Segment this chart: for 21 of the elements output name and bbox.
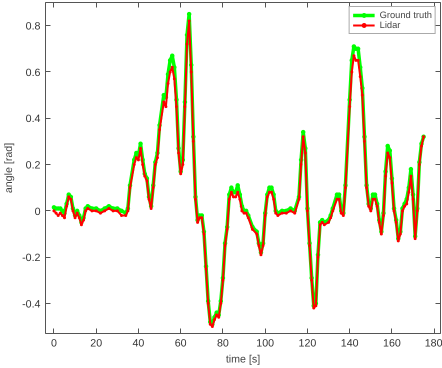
x-tick-label: 80 [217, 338, 229, 350]
x-tick-label: 180 [424, 338, 442, 350]
y-tick-label: 0.2 [26, 160, 41, 172]
x-tick-label: 140 [340, 338, 359, 350]
legend-label: Ground truth [380, 10, 432, 20]
y-axis-title: angle [rad] [3, 142, 16, 194]
x-tick-label: 0 [50, 338, 57, 350]
y-tick-label: -0.2 [22, 252, 41, 264]
y-tick-label: 0.4 [26, 113, 41, 126]
x-tick-label: 40 [132, 338, 144, 350]
y-tick-label: 0.6 [26, 66, 41, 79]
x-tick-label: 100 [256, 338, 274, 350]
x-tick-label: 20 [90, 338, 102, 350]
y-tick-label: -0.4 [22, 298, 41, 310]
legend-label: Lidar [380, 20, 400, 30]
x-tick-label: 120 [298, 338, 316, 350]
y-tick-label: 0 [34, 206, 41, 218]
y-tick-label: 0.8 [26, 20, 41, 33]
x-tick-label: 60 [174, 338, 187, 350]
x-tick-label: 160 [383, 338, 401, 350]
x-axis-title: time [s] [226, 354, 260, 366]
